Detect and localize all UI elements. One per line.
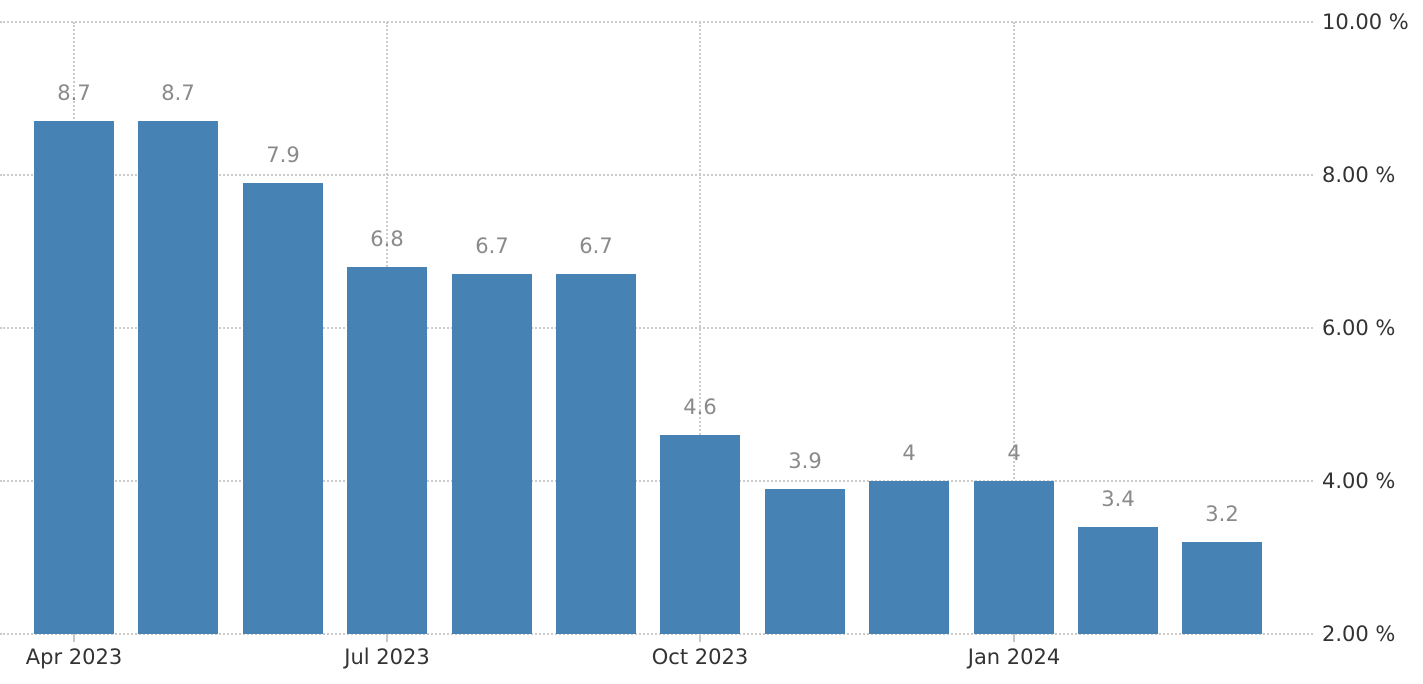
bar [1182, 542, 1262, 634]
bar-value-label: 6.8 [370, 227, 404, 251]
h-gridline [0, 21, 1313, 23]
bar-value-label: 6.7 [579, 234, 613, 258]
h-gridline [0, 327, 1313, 329]
bar-value-label: 4 [902, 441, 916, 465]
bar-value-label: 8.7 [57, 81, 91, 105]
bar [34, 121, 114, 634]
bar-value-label: 8.7 [161, 81, 195, 105]
y-axis-label: 2.00 % [1322, 622, 1396, 646]
bar-value-label: 7.9 [266, 143, 300, 167]
x-tick-label: Jul 2023 [344, 645, 430, 669]
x-tick-mark [386, 634, 388, 642]
bar [869, 481, 949, 634]
x-tick-mark [699, 634, 701, 642]
bar [243, 183, 323, 634]
bar [452, 274, 532, 634]
bar-value-label: 3.2 [1205, 502, 1239, 526]
h-gridline [0, 480, 1313, 482]
bar [974, 481, 1054, 634]
bar [556, 274, 636, 634]
bar-value-label: 6.7 [475, 234, 509, 258]
y-axis-label: 8.00 % [1322, 163, 1396, 187]
v-gridline [1013, 22, 1015, 634]
y-axis-label: 6.00 % [1322, 316, 1396, 340]
x-tick-label: Jan 2024 [967, 645, 1061, 669]
bar-value-label: 3.9 [788, 449, 822, 473]
x-tick-label: Apr 2023 [25, 645, 123, 669]
h-gridline [0, 174, 1313, 176]
h-gridline [0, 633, 1313, 635]
x-tick-label: Oct 2023 [651, 645, 749, 669]
bar [765, 489, 845, 634]
y-axis-label: 4.00 % [1322, 469, 1396, 493]
bar-value-label: 4 [1007, 441, 1021, 465]
bar [138, 121, 218, 634]
bar-value-label: 3.4 [1101, 487, 1135, 511]
bar [660, 435, 740, 634]
x-tick-mark [73, 634, 75, 642]
x-tick-mark [1013, 634, 1015, 642]
bar-value-label: 4.6 [683, 395, 717, 419]
v-gridline [699, 22, 701, 634]
bar [347, 267, 427, 634]
bar [1078, 527, 1158, 634]
y-axis-label: 10.00 % [1322, 10, 1409, 34]
